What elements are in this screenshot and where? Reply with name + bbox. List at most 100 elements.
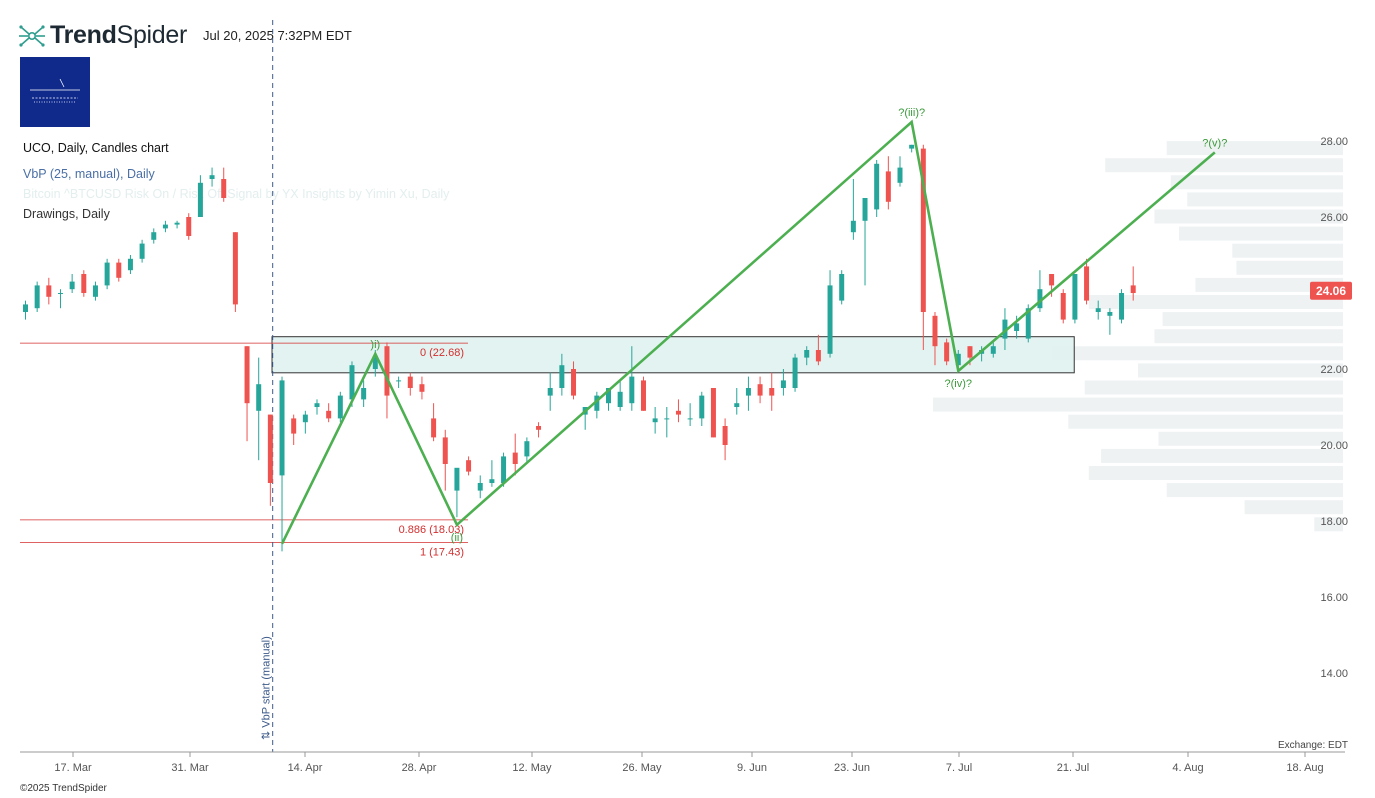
candle-body <box>407 376 413 388</box>
candle-body <box>361 388 367 400</box>
candle-body <box>197 182 203 217</box>
candle-body <box>489 479 495 483</box>
candle-body <box>571 369 577 396</box>
candle-body <box>967 346 973 358</box>
candle-body <box>232 232 238 305</box>
axes-layer: 28.0026.0024.0022.0020.0018.0016.0014.00… <box>20 136 1352 774</box>
candle-body <box>57 293 63 294</box>
candle-body <box>1049 274 1055 286</box>
x-tick-label: 26. May <box>622 762 662 774</box>
candle-body <box>909 144 915 149</box>
candle-body <box>745 388 751 396</box>
vbp-bar <box>1232 243 1343 258</box>
vbp-bar <box>1154 329 1343 344</box>
fib-label: 0.886 (18.03) <box>399 524 464 536</box>
candle-body <box>850 220 856 233</box>
candle-body <box>955 353 961 366</box>
candle-body <box>687 418 693 420</box>
candle-body <box>221 179 227 198</box>
x-tick-label: 7. Jul <box>946 762 972 774</box>
candle-body <box>419 384 425 392</box>
last-price-tag <box>1310 281 1352 300</box>
candle-body <box>874 163 880 210</box>
vbp-bar <box>1195 277 1343 292</box>
legend-drawings[interactable]: Drawings, Daily <box>23 207 110 221</box>
candle-body <box>302 414 308 423</box>
y-tick-label: 20.00 <box>1320 440 1348 452</box>
candle-body <box>384 346 390 396</box>
x-tick-label: 12. May <box>512 762 552 774</box>
candle-body <box>396 380 402 382</box>
candle-body <box>69 281 75 290</box>
x-tick-label: 4. Aug <box>1172 762 1203 774</box>
vbp-bar <box>1088 466 1343 480</box>
publisher-logo <box>20 57 90 127</box>
vbp-bar <box>933 397 1343 412</box>
candle-body <box>34 285 40 309</box>
candle-body <box>792 357 798 388</box>
vbp-bar <box>1101 448 1343 463</box>
candle-body <box>174 222 180 225</box>
candles-layer <box>23 144 1136 552</box>
candle-body <box>349 365 355 400</box>
vbp-bar <box>1170 175 1343 190</box>
candle-body <box>466 460 472 472</box>
vbp-bar <box>1179 226 1343 241</box>
candle-body <box>1107 312 1113 316</box>
zone-layer <box>271 336 1075 374</box>
brand-bold: Trend <box>50 21 117 49</box>
vertical-marker-layer: ⇅ VbP start (manual) <box>261 20 274 752</box>
x-tick-label: 28. Apr <box>402 762 437 774</box>
candle-body <box>664 418 670 420</box>
candle-body <box>897 167 903 183</box>
candle-body <box>629 376 635 404</box>
candle-body <box>454 467 460 491</box>
brand-light: Spider <box>116 21 188 49</box>
candle-body <box>279 380 285 476</box>
legend-vbp[interactable]: VbP (25, manual), Daily <box>23 167 155 181</box>
candle-body <box>780 380 786 388</box>
candle-body <box>524 441 530 457</box>
x-tick-label: 14. Apr <box>288 762 323 774</box>
candle-body <box>1130 285 1136 293</box>
candle-body <box>594 395 600 411</box>
elliott-wave-layer: )i) (ii) ?(iii)? ?(iv)? ?(v)? <box>280 107 1227 545</box>
candle-body <box>81 274 87 293</box>
x-tick-label: 21. Jul <box>1057 762 1089 774</box>
candle-body <box>162 224 168 229</box>
candle-body <box>734 403 740 407</box>
x-tick-label: 17. Mar <box>54 762 92 774</box>
legend-indicator-faded[interactable]: Bitcoin ^BTCUSD Risk On / Risk Off Signa… <box>23 187 450 201</box>
candle-body <box>944 342 950 362</box>
candle-body <box>1014 323 1020 331</box>
candle-body <box>827 285 833 354</box>
candle-body <box>1072 274 1078 320</box>
candle-body <box>372 357 378 369</box>
vbp-bar <box>1154 209 1343 224</box>
copyright: ©2025 TrendSpider <box>20 783 107 794</box>
y-tick-label: 26.00 <box>1320 212 1348 224</box>
legend-chart[interactable]: UCO, Daily, Candles chart <box>23 141 169 155</box>
candle-body <box>209 175 215 179</box>
brand-logo: TrendSpider <box>18 21 187 50</box>
candle-body <box>652 418 658 423</box>
fib-label: 1 (17.43) <box>420 547 464 559</box>
vbp-bar <box>1158 431 1343 446</box>
vbp-bar <box>1105 158 1343 173</box>
candle-body <box>337 395 343 419</box>
exchange-label: Exchange: EDT <box>1278 740 1349 751</box>
candle-body <box>431 418 437 438</box>
candle-body <box>314 403 320 407</box>
wave-label: ?(iv)? <box>945 378 973 390</box>
candle-body <box>710 388 716 438</box>
candle-body <box>127 258 133 271</box>
candle-body <box>547 388 553 396</box>
wave-path <box>280 119 1216 545</box>
candle-body <box>1002 319 1008 339</box>
candle-body <box>675 410 681 415</box>
candle-body <box>139 243 145 259</box>
y-tick-label: 22.00 <box>1320 364 1348 376</box>
candle-body <box>617 391 623 407</box>
chart-datetime: Jul 20, 2025 7:32PM EDT <box>203 28 352 43</box>
